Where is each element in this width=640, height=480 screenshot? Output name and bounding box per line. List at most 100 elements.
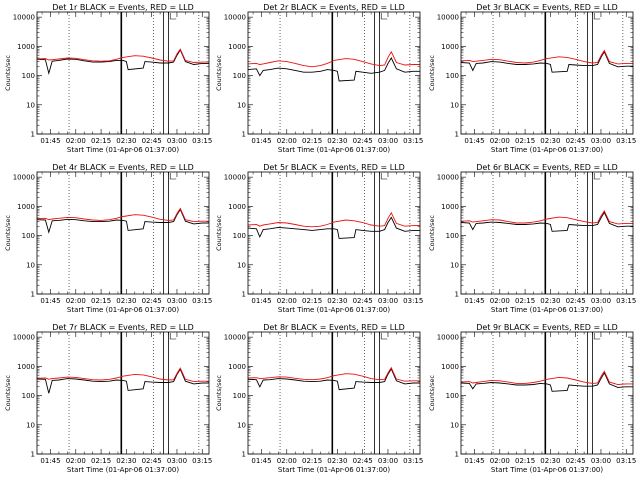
y-tick-label: 1 xyxy=(242,131,246,139)
panel-title: Det 8r BLACK = Events, RED = LLD xyxy=(263,323,405,332)
detector-panel: Det 2r BLACK = Events, RED = LLD Counts/s… xyxy=(215,3,423,154)
y-axis-label: Counts/sec xyxy=(428,375,436,411)
x-tick-label: 02:00 xyxy=(490,457,510,465)
y-tick-label: 10000 xyxy=(224,14,246,22)
y-axis-label: Counts/sec xyxy=(428,215,436,251)
y-tick-label: 10000 xyxy=(13,334,35,342)
x-tick-label: 02:45 xyxy=(566,137,586,145)
detector-panel: Det 4r BLACK = Events, RED = LLD Counts/s… xyxy=(4,163,212,314)
y-tick-label: 10000 xyxy=(13,174,35,182)
detector-panel: Det 3r BLACK = Events, RED = LLD Counts/s… xyxy=(428,3,636,154)
y-tick-label: 1 xyxy=(31,291,35,299)
y-tick-label: 1 xyxy=(455,131,459,139)
x-tick-label: 03:00 xyxy=(167,297,187,305)
y-tick-label: 10000 xyxy=(437,334,459,342)
y-tick-label: 10000 xyxy=(437,14,459,22)
y-tick-label: 1000 xyxy=(17,43,35,51)
x-tick-label: 01:45 xyxy=(40,297,60,305)
x-tick-label: 01:45 xyxy=(40,137,60,145)
x-tick-label: 02:00 xyxy=(277,297,297,305)
y-tick-label: 10 xyxy=(26,261,35,269)
y-axis-label: Counts/sec xyxy=(4,55,12,91)
y-tick-label: 10 xyxy=(237,101,246,109)
x-tick-label: 02:45 xyxy=(566,457,586,465)
y-tick-label: 1000 xyxy=(441,43,459,51)
y-axis-label: Counts/sec xyxy=(215,215,223,251)
bracket-marker xyxy=(593,333,601,340)
lld-series-line xyxy=(247,50,420,68)
y-tick-label: 100 xyxy=(446,392,459,400)
y-tick-label: 1 xyxy=(242,291,246,299)
x-tick-label: 02:00 xyxy=(277,457,297,465)
y-tick-label: 1000 xyxy=(17,203,35,211)
x-tick-label: 02:30 xyxy=(540,137,560,145)
x-tick-label: 03:15 xyxy=(192,137,212,145)
bracket-marker xyxy=(169,173,177,180)
plot-frame xyxy=(247,11,421,135)
y-tick-label: 1 xyxy=(31,131,35,139)
events-series-line xyxy=(460,50,633,73)
x-tick-label: 02:15 xyxy=(515,297,535,305)
y-tick-label: 100 xyxy=(22,232,35,240)
x-tick-label: 02:00 xyxy=(490,137,510,145)
events-series-line xyxy=(247,367,420,391)
lld-series-line xyxy=(36,367,209,383)
detector-panel: Det 7r BLACK = Events, RED = LLD Counts/s… xyxy=(4,323,212,474)
x-tick-label: 02:45 xyxy=(142,457,162,465)
x-tick-label: 03:15 xyxy=(403,457,423,465)
x-tick-label: 01:45 xyxy=(40,457,60,465)
x-tick-label: 03:00 xyxy=(378,297,398,305)
events-series-line xyxy=(36,49,209,76)
x-tick-label: 02:45 xyxy=(566,297,586,305)
bracket-marker xyxy=(593,13,601,20)
y-tick-label: 10000 xyxy=(224,334,246,342)
x-tick-label: 02:15 xyxy=(91,297,111,305)
x-tick-label: 02:15 xyxy=(515,457,535,465)
x-tick-label: 03:00 xyxy=(378,457,398,465)
x-tick-label: 02:15 xyxy=(91,137,111,145)
x-tick-label: 02:30 xyxy=(327,297,347,305)
y-axis-label: Counts/sec xyxy=(428,55,436,91)
x-axis-label: Start Time (01-Apr-06 01:37:00) xyxy=(67,306,179,314)
x-tick-label: 02:30 xyxy=(540,297,560,305)
events-series-line xyxy=(36,368,209,394)
y-tick-label: 10 xyxy=(450,261,459,269)
x-axis-label: Start Time (01-Apr-06 01:37:00) xyxy=(491,146,603,154)
y-tick-label: 100 xyxy=(446,232,459,240)
y-tick-label: 10000 xyxy=(13,14,35,22)
x-tick-label: 02:45 xyxy=(142,297,162,305)
x-tick-label: 02:30 xyxy=(116,457,136,465)
x-axis-label: Start Time (01-Apr-06 01:37:00) xyxy=(278,146,390,154)
x-axis-label: Start Time (01-Apr-06 01:37:00) xyxy=(491,306,603,314)
detector-panel: Det 8r BLACK = Events, RED = LLD Counts/s… xyxy=(215,323,423,474)
y-tick-label: 1 xyxy=(31,451,35,459)
y-tick-label: 1 xyxy=(242,451,246,459)
x-tick-label: 02:00 xyxy=(66,137,86,145)
events-series-line xyxy=(247,57,420,82)
x-tick-label: 03:15 xyxy=(616,297,636,305)
x-tick-label: 02:00 xyxy=(490,297,510,305)
y-tick-label: 1000 xyxy=(17,363,35,371)
y-tick-label: 1 xyxy=(455,451,459,459)
x-tick-label: 03:00 xyxy=(591,297,611,305)
x-tick-label: 02:00 xyxy=(277,137,297,145)
x-tick-label: 03:00 xyxy=(167,457,187,465)
lld-series-line xyxy=(247,211,420,228)
x-axis-label: Start Time (01-Apr-06 01:37:00) xyxy=(278,466,390,474)
x-tick-label: 03:00 xyxy=(167,137,187,145)
x-tick-label: 01:45 xyxy=(251,137,271,145)
x-axis-label: Start Time (01-Apr-06 01:37:00) xyxy=(278,306,390,314)
y-tick-label: 100 xyxy=(22,72,35,80)
bracket-marker xyxy=(169,13,177,20)
x-tick-label: 02:30 xyxy=(540,457,560,465)
bracket-marker xyxy=(380,333,388,340)
x-tick-label: 03:15 xyxy=(403,297,423,305)
events-series-line xyxy=(247,216,420,239)
detector-panel: Det 5r BLACK = Events, RED = LLD Counts/s… xyxy=(215,163,423,314)
y-tick-label: 1000 xyxy=(441,203,459,211)
x-tick-label: 03:00 xyxy=(591,137,611,145)
y-tick-label: 10 xyxy=(26,421,35,429)
y-tick-label: 1000 xyxy=(441,363,459,371)
